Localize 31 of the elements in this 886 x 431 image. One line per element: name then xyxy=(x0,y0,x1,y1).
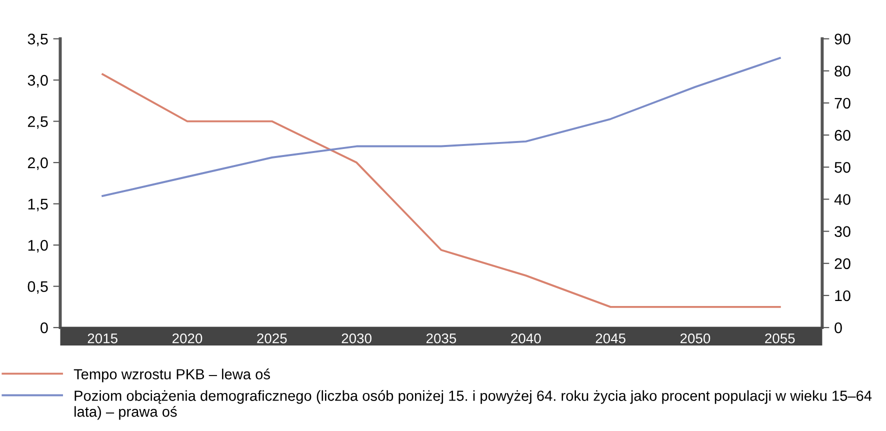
y2-tick-label: 90 xyxy=(834,34,850,44)
x-tick-label: 2030 xyxy=(342,333,372,344)
y-tick-label: 2,0 xyxy=(28,157,48,170)
x-tick-label: 2020 xyxy=(172,333,202,344)
y-tick-label: 3,5 xyxy=(28,34,48,46)
y2-tick-label: 50 xyxy=(834,162,850,173)
line-series xyxy=(102,57,781,197)
y2-tick-label: 10 xyxy=(835,290,850,302)
x-tick-label: 2045 xyxy=(596,333,626,344)
x-tick-label: 2025 xyxy=(257,333,287,344)
y2-tick-label: 60 xyxy=(834,130,850,141)
y-tick-label: 1,0 xyxy=(28,240,48,253)
y-tick-label: 3,0 xyxy=(28,74,48,88)
y-tick-label: 0 xyxy=(40,322,48,334)
x-tick-label: 2035 xyxy=(426,333,456,344)
y2-tick-label: 80 xyxy=(834,66,850,77)
y2-tick-label: 70 xyxy=(834,98,850,109)
x-tick-label: 2050 xyxy=(680,333,710,344)
y2-tick-label: 0 xyxy=(834,322,842,334)
y-tick-label: 1,5 xyxy=(28,198,48,212)
y2-tick-label: 40 xyxy=(834,194,850,205)
y-tick-label: 0,5 xyxy=(28,281,48,294)
x-tick-label: 2055 xyxy=(765,333,795,344)
line-series xyxy=(102,73,781,308)
x-tick-label: 2040 xyxy=(511,333,541,344)
x-tick-label: 2015 xyxy=(88,333,118,344)
legend-label: Tempo wzrostu PKB – lewa oś xyxy=(74,368,270,382)
y2-tick-label: 20 xyxy=(834,258,850,270)
y-tick-label: 2,5 xyxy=(28,116,48,129)
legend-label: Poziom obciążenia demograficznego (liczba osób poniżej 15. i powyżej 64. roku życia jako procent populacji w wieku 15–64 lata) – prawa oś xyxy=(74,390,872,420)
y2-tick-label: 30 xyxy=(834,226,850,237)
